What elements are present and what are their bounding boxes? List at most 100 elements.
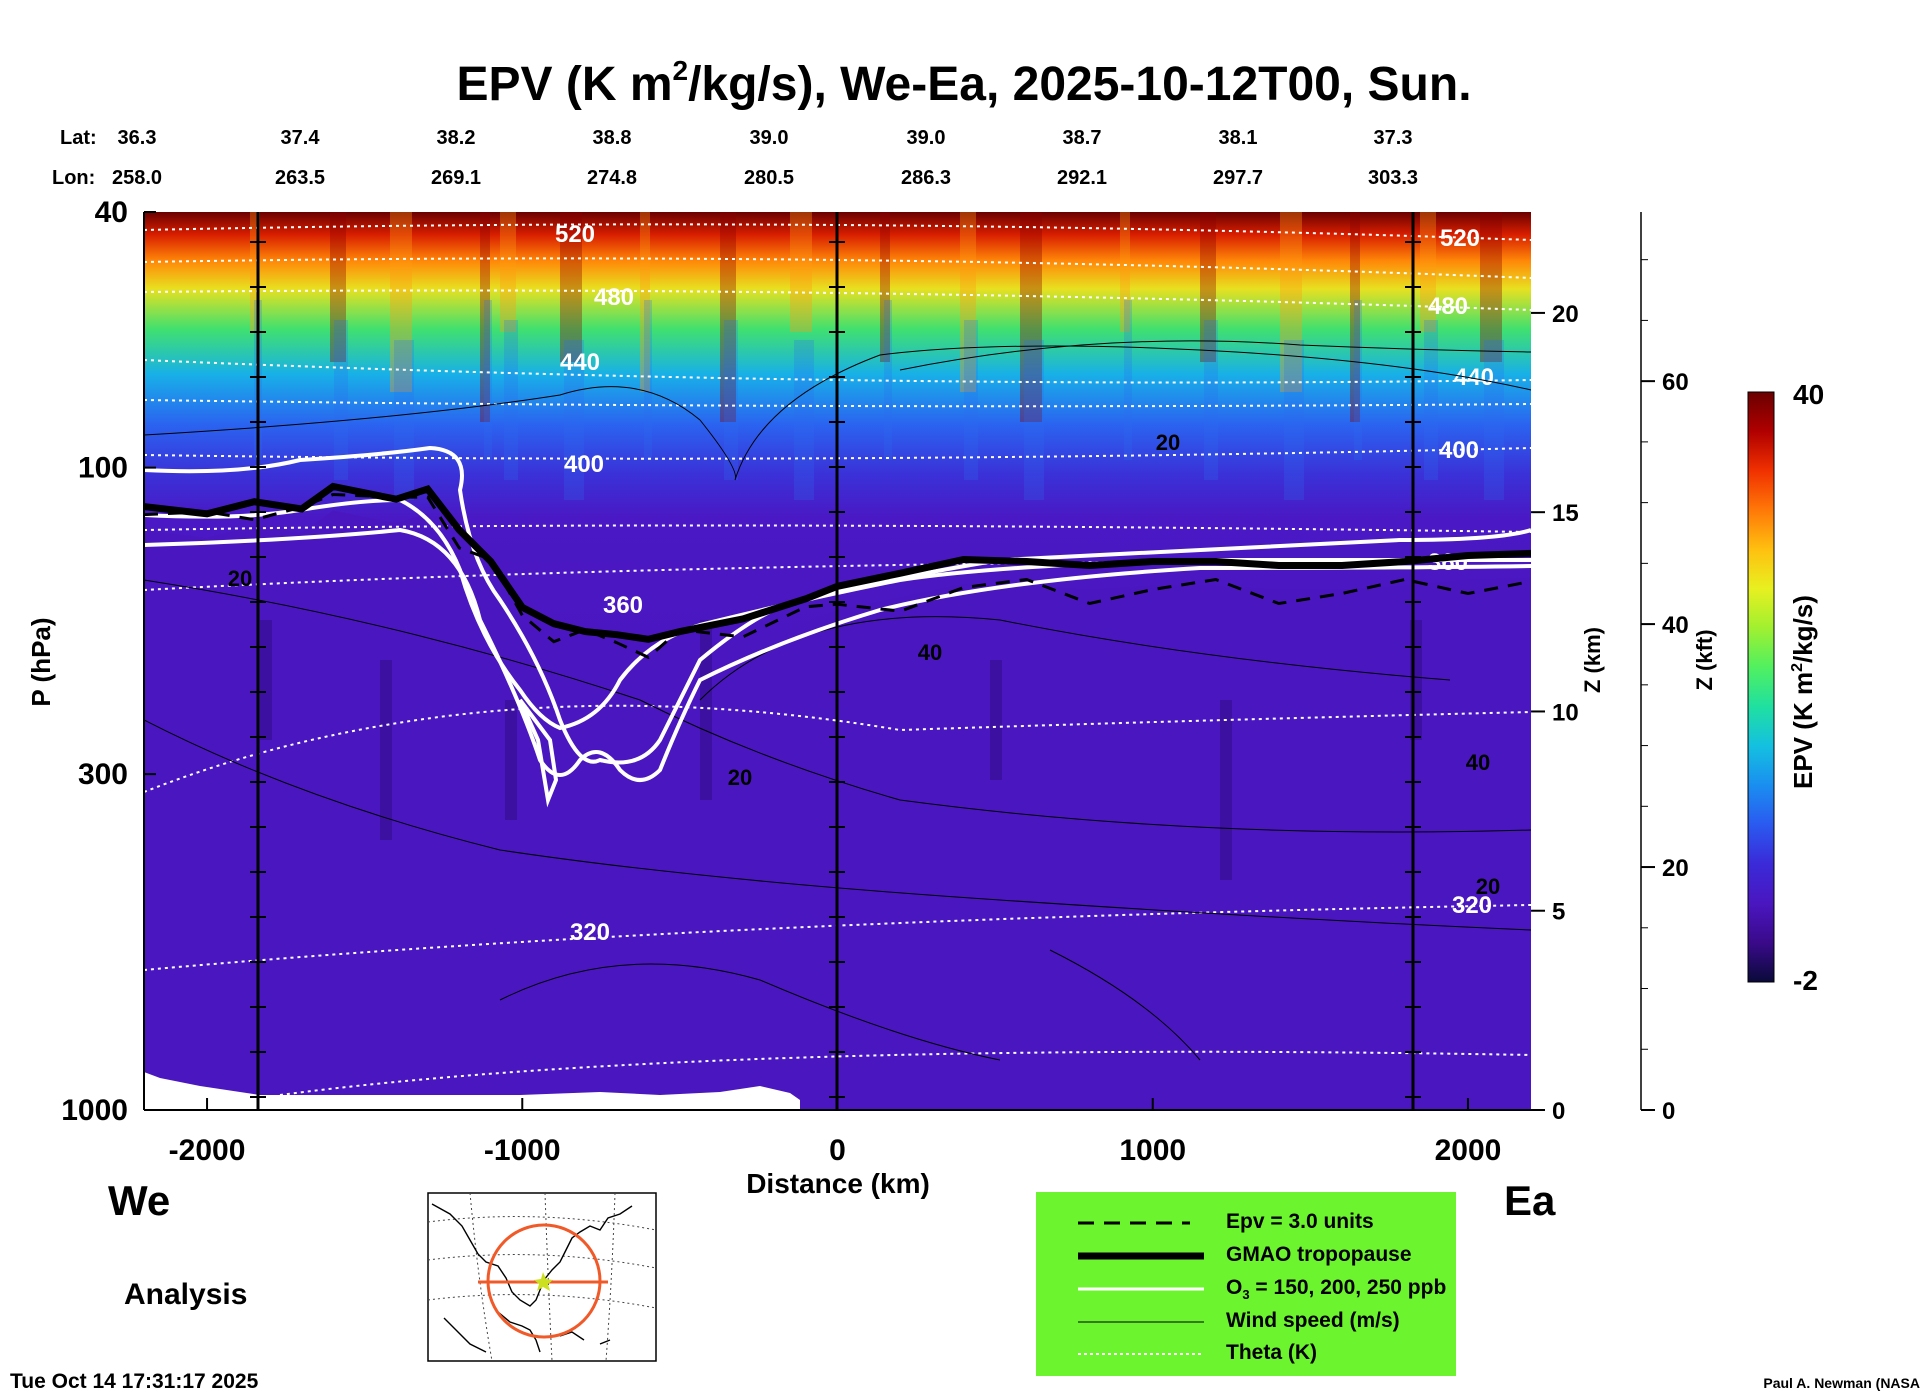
theta-contour (279, 1050, 1531, 1096)
z-km-axis: 0 5 10 15 20 (1531, 301, 1579, 1125)
epv-streak (1280, 212, 1302, 392)
theta-label: 520 (1440, 225, 1480, 252)
epv-streak (644, 300, 652, 460)
theta-contour (144, 289, 1531, 311)
epv-streak (1024, 340, 1044, 500)
epv-streak (1354, 300, 1362, 460)
z-kft-axis-label: Z (kft) (1692, 629, 1717, 690)
theta-label: 480 (594, 284, 634, 311)
lat-value: 38.1 (1219, 127, 1258, 149)
z-km-tick-label: 10 (1552, 699, 1579, 726)
lon-value: 286.3 (901, 167, 951, 189)
epv-streak (1124, 300, 1132, 460)
legend-item-epv: Epv = 3.0 units (1226, 1210, 1374, 1233)
colorbar-max-label: 40 (1793, 379, 1824, 410)
analysis-label: Analysis (124, 1278, 247, 1311)
lon-value: 269.1 (431, 167, 481, 189)
theta-contour (144, 257, 1531, 279)
epv-streak (390, 212, 412, 392)
x-tick-label: -1000 (484, 1134, 561, 1167)
y-axis-ticks: 40 100 300 1000 (61, 196, 156, 1127)
inset-center-marker (534, 1272, 553, 1291)
z-km-tick-label: 5 (1552, 899, 1565, 926)
lat-value: 37.3 (1374, 127, 1413, 149)
wind-contour (899, 340, 1531, 371)
theta-contour (144, 447, 1531, 460)
epv-streak (505, 700, 517, 820)
colorbar (1747, 391, 1775, 983)
epv-streak (480, 212, 490, 422)
ozone-contour (144, 527, 1531, 782)
y-tick-label: 100 (78, 452, 128, 485)
theta-label: 360 (603, 592, 643, 619)
legend-item-tropopause: GMAO tropopause (1226, 1243, 1412, 1266)
west-label: We (108, 1177, 170, 1224)
epv-streak (1204, 320, 1218, 480)
epv-streak (990, 660, 1002, 780)
epv-streak (260, 620, 272, 740)
tropopause-line (144, 482, 1531, 643)
epv-streak (334, 320, 348, 480)
epv-streak (564, 340, 584, 500)
east-label: Ea (1504, 1177, 1556, 1224)
epv-streak (794, 340, 814, 500)
epv-streak (1480, 212, 1502, 362)
x-axis-label: Distance (km) (746, 1168, 930, 1199)
lon-value: 297.7 (1213, 167, 1263, 189)
epv-streak (964, 320, 978, 480)
wind-label: 20 (728, 765, 752, 790)
wind-contour (144, 579, 1531, 833)
theta-label: 440 (1454, 364, 1494, 391)
y-tick-label: 1000 (61, 1094, 128, 1127)
epv-streak (1200, 212, 1216, 362)
lon-label: Lon: (52, 167, 95, 189)
lat-value: 39.0 (907, 127, 946, 149)
epv-streak (380, 660, 392, 840)
epv-streak (880, 212, 890, 362)
credit: Paul A. Newman (NASA (1763, 1375, 1920, 1391)
theta-label: 320 (1452, 892, 1492, 919)
timestamp: Tue Oct 14 17:31:17 2025 (10, 1370, 259, 1393)
lon-value: 263.5 (275, 167, 325, 189)
lat-value: 36.3 (118, 127, 157, 149)
x-tick-label: 1000 (1119, 1134, 1186, 1167)
y-tick-label: 40 (95, 196, 128, 229)
theta-label: 480 (1428, 293, 1468, 320)
wind-label: 40 (1466, 750, 1490, 775)
theta-label: 520 (555, 221, 595, 248)
wind-contour (144, 345, 1531, 481)
inset-coastline (431, 1203, 633, 1353)
lat-value: 38.7 (1063, 127, 1102, 149)
x-tick-label: -2000 (169, 1134, 246, 1167)
wind-label: 20 (1156, 430, 1180, 455)
y-tick-label: 300 (78, 758, 128, 791)
ozone-contour (144, 445, 1531, 765)
lon-value: 303.3 (1368, 167, 1418, 189)
epv-streak (640, 212, 650, 392)
epv-streak (394, 340, 414, 500)
lat-value: 39.0 (750, 127, 789, 149)
legend-item-wind: Wind speed (m/s) (1226, 1309, 1400, 1332)
epv-streak (720, 212, 736, 422)
epv-streak (1220, 700, 1232, 880)
lat-label: Lat: (60, 127, 97, 149)
legend: Epv = 3.0 units GMAO tropopause O3 = 150… (1036, 1192, 1456, 1376)
epv-streak (500, 212, 516, 332)
x-tick-label: 2000 (1435, 1134, 1502, 1167)
theta-contour (144, 223, 1531, 241)
epv-streak (960, 212, 976, 392)
lon-value: 258.0 (112, 167, 162, 189)
lon-value: 274.8 (587, 167, 637, 189)
lat-lon-values: 36.3 37.4 38.2 38.8 39.0 39.0 38.7 38.1 37.3 258.… (112, 127, 1418, 189)
y-axis-label: P (hPa) (26, 617, 56, 706)
station-vertical-lines (250, 212, 1421, 1110)
lat-value: 37.4 (281, 127, 321, 149)
legend-item-ozone: O3 = 150, 200, 250 ppb (1226, 1276, 1447, 1303)
epv-streak (1020, 212, 1042, 422)
theta-label: 400 (564, 451, 604, 478)
wind-label: 40 (918, 640, 942, 665)
epv-streak (1420, 212, 1436, 332)
epv-streak (1350, 212, 1360, 422)
